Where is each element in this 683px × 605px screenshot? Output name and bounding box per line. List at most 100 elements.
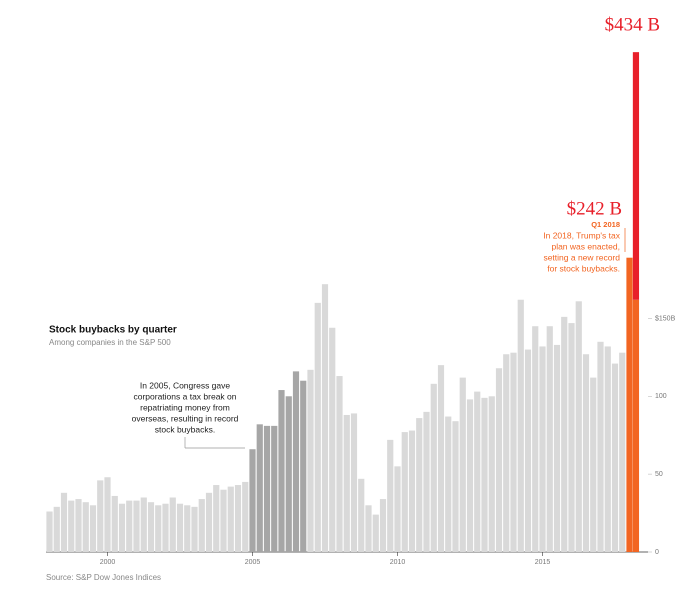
bar: [147, 502, 155, 552]
bar: [437, 365, 445, 552]
bar: [300, 380, 307, 552]
bar: [97, 480, 104, 552]
bar: [191, 506, 198, 552]
bar: [82, 502, 89, 552]
bar: [242, 481, 249, 552]
bar: [126, 500, 133, 552]
bar: [162, 503, 169, 552]
projection-segment: [632, 52, 640, 300]
bar: [394, 466, 401, 552]
bar: [503, 354, 510, 552]
bar: [568, 323, 575, 552]
bar: [387, 439, 394, 552]
bar: [561, 316, 568, 552]
y-tick-label: 100: [655, 393, 667, 400]
bar: [198, 499, 205, 552]
bar: [597, 341, 604, 552]
y-tick-label: 0: [655, 549, 659, 556]
bar: [553, 344, 561, 552]
bar: [524, 349, 532, 552]
bar: [365, 505, 372, 552]
projection-segment: [632, 299, 640, 552]
bar: [169, 497, 176, 552]
bar: [408, 430, 416, 552]
annotation: In 2018, Trump's tax: [543, 230, 620, 240]
bar: [75, 499, 82, 552]
bar: [539, 346, 546, 552]
bar: [292, 371, 300, 552]
bar: [401, 432, 408, 552]
bar: [590, 377, 597, 552]
bar: [278, 390, 285, 552]
bar: [372, 514, 379, 552]
annotation: Q1 2018: [591, 220, 620, 229]
value-callout: $242 B: [567, 198, 622, 219]
bar: [575, 301, 582, 552]
annotation: for stock buybacks.: [547, 263, 620, 273]
bar: [495, 368, 503, 552]
annotation: repatriating money from: [140, 402, 230, 412]
bar: [582, 354, 590, 552]
bar: [68, 500, 75, 552]
x-tick-label: 2015: [535, 559, 551, 566]
x-tick-label: 2010: [390, 559, 406, 566]
bar: [140, 497, 147, 552]
bar: [220, 489, 227, 552]
bar: [104, 477, 111, 552]
bar: [546, 326, 553, 552]
chart-title: Stock buybacks by quarter: [49, 325, 177, 336]
bar: [604, 346, 611, 552]
annotation: corporations a tax break on: [133, 391, 236, 401]
y-tick-label: 50: [655, 471, 663, 478]
annotation: overseas, resulting in record: [132, 413, 239, 423]
bar: [213, 485, 220, 552]
bar: [336, 376, 343, 552]
bar: [205, 492, 213, 552]
bar: [285, 396, 292, 552]
bar: [619, 352, 626, 552]
bar: [343, 414, 350, 552]
bar: [459, 377, 466, 552]
bar: [626, 257, 633, 552]
bar: [358, 478, 365, 552]
bar: [249, 449, 256, 552]
bar: [532, 326, 539, 552]
bar: [488, 396, 495, 552]
bar: [155, 505, 162, 552]
bar: [60, 492, 68, 552]
bar: [350, 413, 358, 552]
bar: [133, 500, 140, 552]
bar: [307, 369, 314, 552]
bar: [611, 363, 619, 552]
bar: [53, 506, 60, 552]
bar: [176, 503, 184, 552]
bar: [118, 503, 126, 552]
chart-subtitle: Among companies in the S&P 500: [49, 338, 171, 347]
x-tick-label: 2005: [245, 559, 261, 566]
value-callout: $434 B: [605, 14, 660, 35]
bar: [379, 499, 387, 552]
bar: [227, 486, 234, 552]
bar: [445, 416, 452, 552]
bar: [46, 511, 53, 552]
bar: [474, 391, 481, 552]
annotation: stock buybacks.: [155, 424, 215, 434]
bar: [329, 327, 336, 552]
annotation: plan was enacted,: [551, 241, 620, 251]
bar: [321, 284, 329, 552]
source: Source: S&P Dow Jones Indices: [46, 573, 161, 582]
bar: [263, 425, 271, 552]
bar: [510, 352, 517, 552]
x-tick-label: 2000: [100, 559, 116, 566]
bar: [481, 397, 488, 552]
annotation: In 2005, Congress gave: [140, 380, 231, 390]
bar: [314, 302, 321, 552]
bar: [89, 505, 97, 552]
bar: [234, 485, 242, 552]
bar: [430, 383, 437, 552]
y-tick-label: $150B: [655, 315, 676, 322]
bar: [452, 421, 459, 552]
bar: [271, 425, 278, 552]
bar: [466, 399, 474, 552]
